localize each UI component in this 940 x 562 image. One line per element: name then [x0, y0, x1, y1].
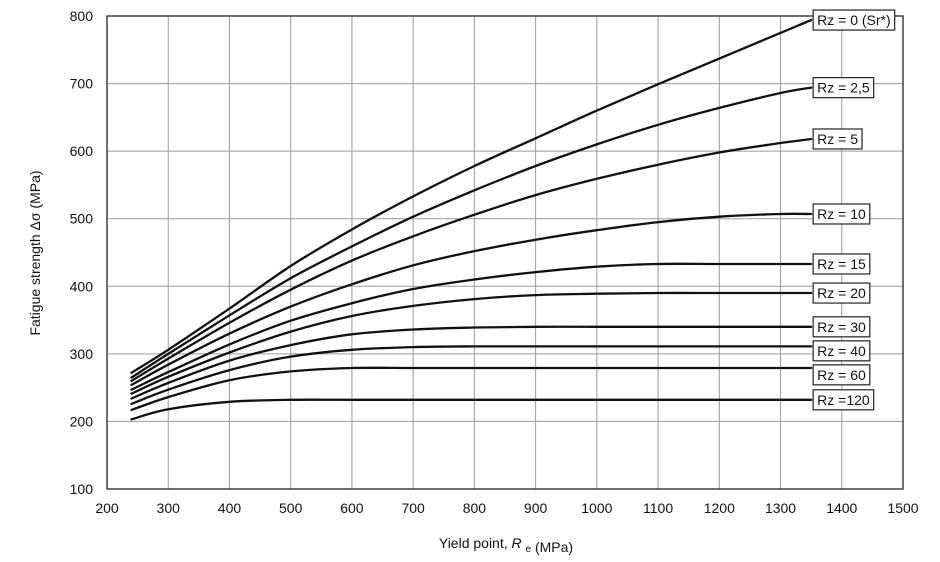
- y-tick-label: 200: [70, 413, 94, 429]
- x-axis-label-subscript: e: [526, 544, 532, 555]
- series-label-box: [812, 282, 871, 304]
- series-label-text: Rz = 30: [817, 319, 866, 335]
- series-label-box: [812, 340, 871, 362]
- series-line: [130, 345, 813, 406]
- series-line: [130, 212, 813, 387]
- x-axis-label-unit: (MPa): [535, 539, 573, 555]
- series-label-box: [812, 316, 871, 338]
- series-line: [130, 291, 813, 395]
- series-label-text: Rz = 60: [817, 367, 866, 383]
- series-label-box: [812, 203, 871, 225]
- x-tick-label: 1200: [704, 500, 735, 516]
- series-label: Rz = 40: [812, 340, 871, 362]
- series-label: Rz = 0 (Sr*): [812, 9, 896, 31]
- x-tick-label: 600: [340, 500, 364, 516]
- x-tick-label: 1500: [887, 500, 918, 516]
- y-tick-label: 600: [70, 143, 94, 159]
- y-tick-labels: 100 200 300 400 500 600 700 800: [70, 8, 94, 497]
- series-line: [130, 398, 813, 421]
- x-axis-label-text: Yield point,: [439, 535, 508, 551]
- series-label: Rz = 15: [812, 253, 871, 275]
- y-tick-label: 800: [70, 8, 94, 24]
- y-axis-label: Fatigue strength Δσ (MPa): [27, 170, 43, 335]
- x-tick-label: 200: [95, 500, 119, 516]
- series-line: [130, 325, 813, 400]
- series-label-text: Rz =120: [817, 392, 870, 408]
- series-label-box: [812, 364, 871, 386]
- series-label-text: Rz = 10: [817, 206, 866, 222]
- y-tick-label: 400: [70, 278, 94, 294]
- x-tick-label: 1400: [826, 500, 857, 516]
- x-tick-label: 900: [524, 500, 548, 516]
- series-label-box: [812, 253, 871, 275]
- x-axis-label-symbol: R: [512, 535, 522, 551]
- grid: [106, 15, 904, 490]
- series-label: Rz = 5: [812, 128, 863, 150]
- series-label-text: Rz = 20: [817, 285, 866, 301]
- series-line: [130, 366, 813, 412]
- series-label: Rz = 10: [812, 203, 871, 225]
- x-tick-label: 300: [157, 500, 181, 516]
- series-label-text: Rz = 5: [817, 131, 858, 147]
- series-label: Rz = 30: [812, 316, 871, 338]
- series-label-text: Rz = 2,5: [817, 80, 870, 96]
- x-tick-label: 700: [401, 500, 425, 516]
- series-line: [130, 18, 813, 374]
- series-label: Rz = 20: [812, 282, 871, 304]
- y-tick-label: 300: [70, 346, 94, 362]
- plot-frame: [106, 15, 904, 490]
- curves: [130, 18, 813, 421]
- x-tick-label: 1300: [765, 500, 796, 516]
- x-tick-label: 800: [463, 500, 487, 516]
- series-label-box: [812, 77, 875, 99]
- series-label-text: Rz = 40: [817, 343, 866, 359]
- y-tick-label: 700: [70, 76, 94, 92]
- x-tick-label: 1000: [581, 500, 612, 516]
- y-tick-label: 100: [70, 481, 94, 497]
- x-axis-label: Yield point, R e (MPa): [439, 535, 573, 555]
- series-label-box: [812, 9, 896, 31]
- series-label-box: [812, 128, 863, 150]
- series-label: Rz =120: [812, 389, 875, 411]
- series-line: [130, 262, 813, 391]
- y-tick-label: 500: [70, 211, 94, 227]
- series-label-text: Rz = 0 (Sr*): [817, 12, 891, 28]
- x-tick-label: 1100: [643, 500, 673, 516]
- x-tick-labels: 200 300 400 500 600 700 800 900 1000 1100 1200 1300…: [95, 500, 918, 516]
- x-tick-label: 400: [218, 500, 242, 516]
- series-label-text: Rz = 15: [817, 256, 866, 272]
- x-tick-label: 500: [279, 500, 303, 516]
- curve-labels: Rz = 0 (Sr*) Rz = 2,5 Rz = 5 Rz = 10 Rz = 15…: [812, 9, 896, 411]
- series-label: Rz = 2,5: [812, 77, 875, 99]
- series-line: [130, 137, 813, 383]
- series-label-box: [812, 389, 875, 411]
- series-label: Rz = 60: [812, 364, 871, 386]
- series-line: [130, 86, 813, 379]
